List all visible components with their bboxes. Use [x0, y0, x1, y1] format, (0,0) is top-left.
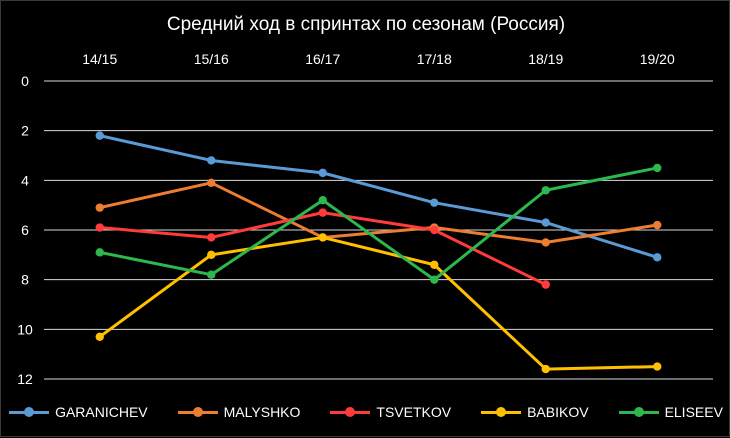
data-point-garanichev [207, 156, 216, 165]
legend-item-babikov: BABIKOV [481, 401, 589, 423]
data-point-eliseev [318, 196, 327, 205]
legend-label: TSVETKOV [376, 404, 452, 420]
legend-swatch [618, 406, 659, 418]
data-point-babikov [318, 233, 327, 242]
data-point-tsvetkov [95, 223, 104, 232]
data-point-eliseev [207, 270, 216, 279]
y-tick-label: 4 [21, 172, 29, 188]
data-point-malyshko [541, 238, 550, 247]
series-line-eliseev [98, 166, 659, 282]
legend-label: GARANICHEV [55, 404, 148, 420]
x-tick-label: 18/19 [528, 51, 563, 67]
data-point-eliseev [653, 163, 662, 173]
data-point-babikov [653, 362, 662, 371]
data-point-babikov [207, 250, 216, 260]
legend-swatch [481, 406, 522, 418]
data-point-babikov [430, 260, 439, 269]
series-line-garanichev [98, 134, 659, 259]
legend-item-tsvetkov: TSVETKOV [330, 401, 451, 423]
y-tick-label: 0 [21, 73, 29, 89]
y-tick-label: 12 [17, 371, 33, 387]
chart-title: Средний ход в спринтах по сезонам (Росси… [166, 14, 566, 35]
data-point-garanichev [653, 253, 662, 262]
legend-label: ELISEEV [664, 404, 723, 420]
data-point-garanichev [95, 131, 104, 140]
x-tick-label: 19/20 [640, 51, 675, 67]
data-point-eliseev [95, 248, 104, 257]
legend-item-eliseev: ELISEEV [618, 401, 723, 423]
x-tick-label: 16/17 [305, 51, 340, 67]
data-point-malyshko [653, 220, 662, 230]
legend: GARANICHEV MALYSHKO TSVETKOV BABIKOV ELISEEV [1, 401, 730, 423]
series-line-malyshko [98, 181, 659, 244]
y-tick-label: 10 [17, 321, 33, 337]
legend-item-garanichev: GARANICHEV [9, 401, 148, 423]
data-point-garanichev [430, 198, 439, 207]
legend-item-malyshko: MALYSHKO [177, 401, 301, 423]
x-tick-label: 15/16 [194, 51, 229, 67]
legend-label: MALYSHKO [223, 404, 301, 420]
legend-swatch [330, 406, 371, 418]
data-point-tsvetkov [541, 280, 550, 289]
y-tick-label: 8 [21, 272, 29, 288]
data-point-garanichev [541, 218, 550, 227]
data-point-tsvetkov [207, 233, 216, 242]
data-point-tsvetkov [318, 208, 327, 217]
x-tick-label: 14/15 [82, 51, 117, 67]
y-tick-label: 2 [21, 123, 29, 139]
data-point-eliseev [541, 186, 550, 195]
series-line-tsvetkov [98, 211, 548, 287]
data-point-tsvetkov [430, 225, 439, 235]
data-point-babikov [541, 364, 550, 374]
data-point-garanichev [318, 168, 327, 178]
series-line-babikov [98, 235, 659, 371]
legend-label: BABIKOV [527, 404, 589, 420]
data-point-eliseev [430, 275, 439, 284]
x-tick-label: 17/18 [417, 51, 452, 67]
legend-swatch [9, 406, 50, 418]
y-tick-label: 6 [21, 222, 29, 238]
legend-swatch [177, 406, 218, 418]
data-point-malyshko [207, 178, 216, 188]
data-point-malyshko [95, 203, 104, 212]
data-point-babikov [95, 332, 104, 341]
